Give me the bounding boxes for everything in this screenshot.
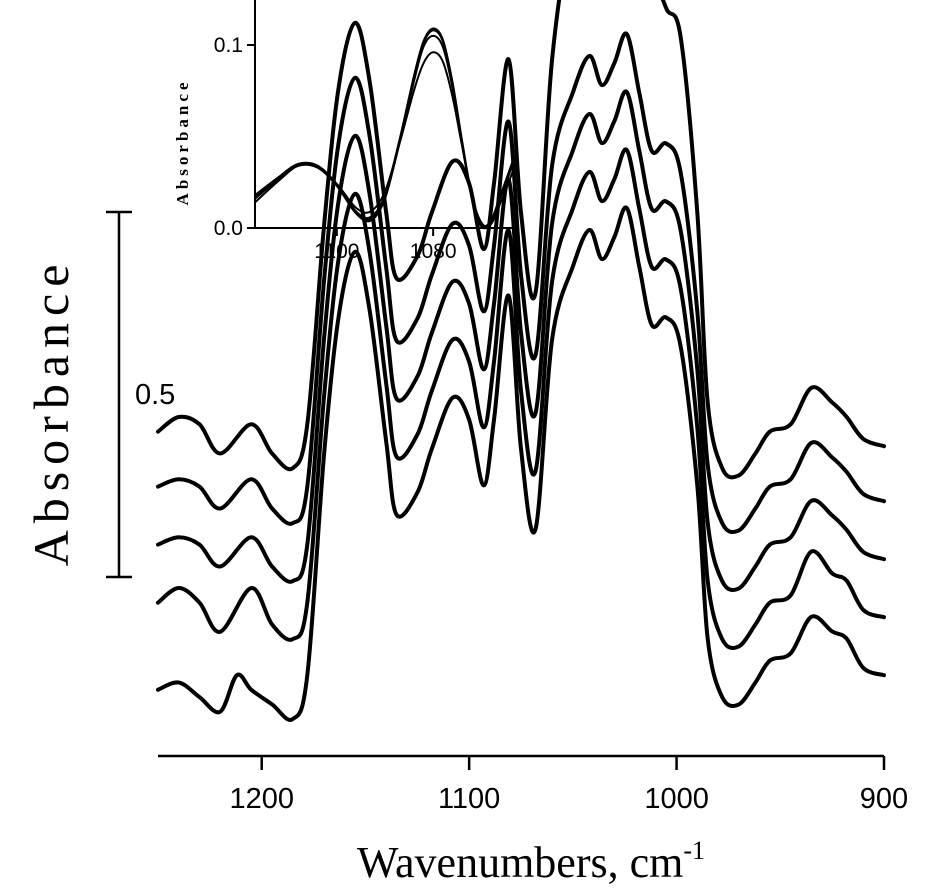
main-x-tick-label-1200: 1200 xyxy=(229,783,294,815)
spectrum-line-4 xyxy=(156,147,886,651)
inset-x-tick-label-1100: 1100 xyxy=(314,240,359,263)
spectrum-line-2 xyxy=(156,31,886,535)
inset-plot: 0.0 0.1 1100 1080 Absorbance xyxy=(173,0,516,263)
main-x-axis-title: Wavenumbers, cm-1 xyxy=(357,836,705,887)
inset-spectra xyxy=(254,27,516,230)
main-x-tick-label-1000: 1000 xyxy=(644,783,709,815)
inset-spectrum-line-3 xyxy=(254,51,516,228)
main-spectra xyxy=(156,0,886,722)
inset-y-ticks: 0.0 0.1 xyxy=(214,34,255,240)
spectrum-line-1 xyxy=(156,0,886,480)
inset-x-tick-label-1080: 1080 xyxy=(410,240,457,263)
main-plot: 1200 1100 1000 900 0.5 Absorbance Wavenumbe… xyxy=(23,0,908,887)
main-x-axis-title-text: Wavenumbers, cm xyxy=(357,838,683,887)
inset-x-ticks: 1100 1080 xyxy=(314,228,457,263)
main-x-tick-label-1100: 1100 xyxy=(438,783,500,815)
spectrum-line-3 xyxy=(156,89,886,593)
main-x-tick-label-900: 900 xyxy=(860,783,908,815)
inset-y-tick-label-0.1: 0.1 xyxy=(214,34,243,57)
spectrum-line-5 xyxy=(156,205,886,722)
main-x-ticks: 1200 1100 1000 900 xyxy=(229,756,908,815)
inset-y-axis-title: Absorbance xyxy=(173,79,192,206)
scale-bar: 0.5 xyxy=(106,210,175,579)
inset-spectrum-line-4 xyxy=(254,29,516,230)
inset-y-tick-label-0.0: 0.0 xyxy=(214,217,243,240)
scale-bar-label: 0.5 xyxy=(135,379,175,411)
main-x-axis-title-superscript: -1 xyxy=(683,836,705,865)
main-y-axis-title: Absorbance xyxy=(23,258,79,567)
